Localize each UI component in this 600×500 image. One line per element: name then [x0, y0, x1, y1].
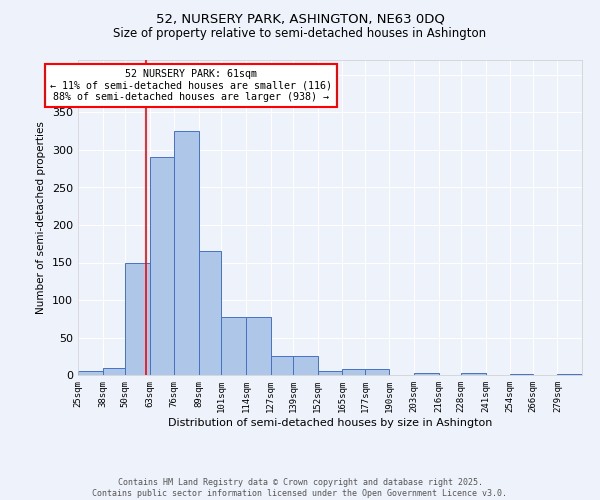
Bar	[78, 371, 103, 375]
Bar	[150, 158, 174, 375]
Bar	[271, 356, 293, 375]
Bar	[318, 371, 342, 375]
Bar	[461, 373, 486, 375]
Bar	[557, 374, 582, 375]
X-axis label: Distribution of semi-detached houses by size in Ashington: Distribution of semi-detached houses by …	[168, 418, 492, 428]
Bar	[414, 373, 439, 375]
Bar	[221, 318, 246, 375]
Bar	[365, 369, 389, 375]
Text: Contains HM Land Registry data © Crown copyright and database right 2025.
Contai: Contains HM Land Registry data © Crown c…	[92, 478, 508, 498]
Y-axis label: Number of semi-detached properties: Number of semi-detached properties	[37, 121, 46, 314]
Text: 52, NURSERY PARK, ASHINGTON, NE63 0DQ: 52, NURSERY PARK, ASHINGTON, NE63 0DQ	[155, 12, 445, 26]
Bar	[342, 369, 365, 375]
Bar	[174, 131, 199, 375]
Bar	[125, 262, 150, 375]
Bar	[199, 251, 221, 375]
Text: 52 NURSERY PARK: 61sqm
← 11% of semi-detached houses are smaller (116)
88% of se: 52 NURSERY PARK: 61sqm ← 11% of semi-det…	[50, 69, 332, 102]
Bar	[103, 368, 125, 375]
Bar	[510, 374, 533, 375]
Bar	[293, 356, 318, 375]
Text: Size of property relative to semi-detached houses in Ashington: Size of property relative to semi-detach…	[113, 28, 487, 40]
Bar	[246, 318, 271, 375]
